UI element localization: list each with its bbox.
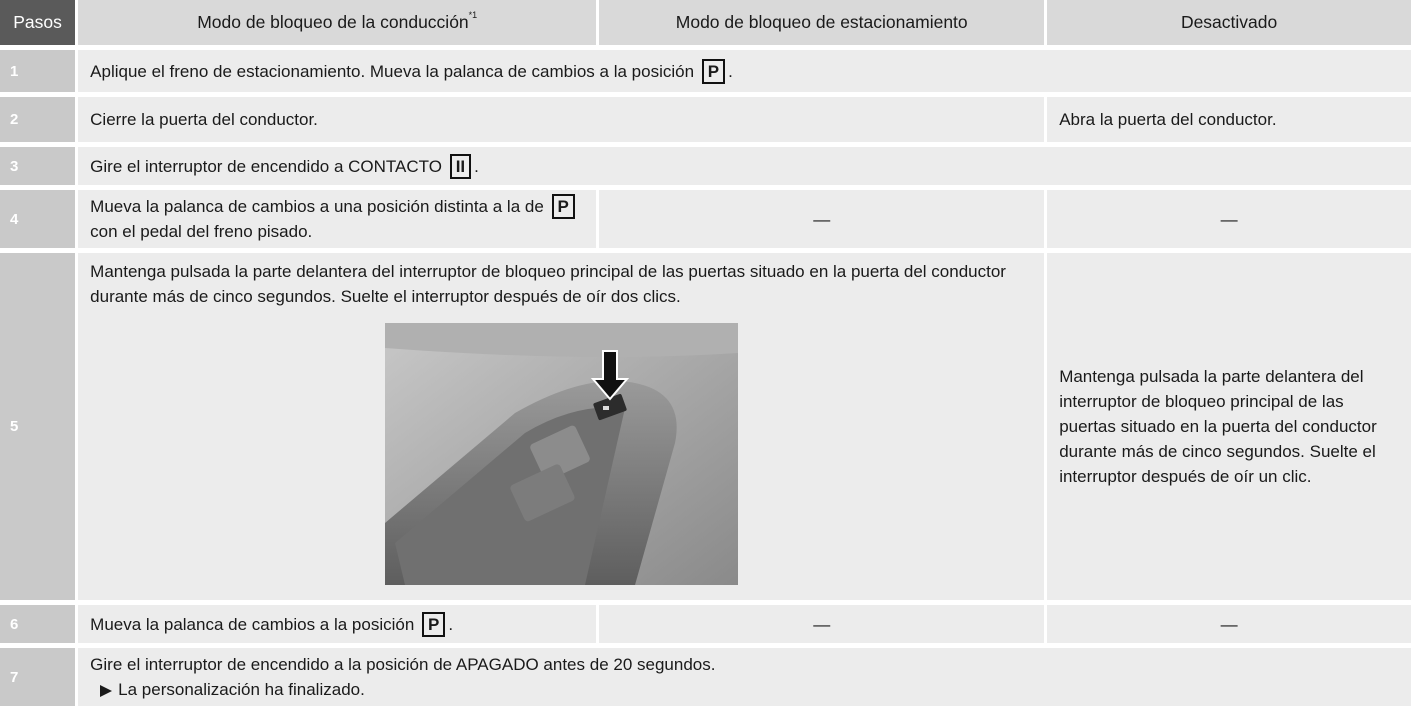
text: Mueva la palanca de cambios a una posici… bbox=[90, 197, 544, 216]
cell: Cierre la puerta del conductor. bbox=[78, 97, 1045, 142]
text: Aplique el freno de estacionamiento. Mue… bbox=[90, 61, 695, 81]
cell: Mantenga pulsada la parte delantera del … bbox=[1047, 253, 1411, 600]
symbol: P bbox=[422, 611, 446, 637]
row: 1 Aplique el freno de estacionamiento. M… bbox=[0, 50, 1411, 92]
cell: Mueva la palanca de cambios a la posició… bbox=[78, 605, 597, 643]
text: Gire el interruptor de encendido a la po… bbox=[90, 655, 716, 674]
cell: Aplique el freno de estacionamiento. Mue… bbox=[78, 50, 1411, 92]
row: 2 Cierre la puerta del conductor. Abra l… bbox=[0, 97, 1411, 142]
row: 7 Gire el interruptor de encendido a la … bbox=[0, 648, 1411, 706]
text: Gire el interruptor de encendido a CONTA… bbox=[90, 156, 442, 176]
row: 3 Gire el interruptor de encendido a CON… bbox=[0, 147, 1411, 185]
text: . bbox=[728, 61, 733, 81]
step-number: 7 bbox=[0, 648, 76, 706]
cell: — bbox=[599, 605, 1045, 643]
text: . bbox=[474, 156, 479, 176]
text: con el pedal del freno pisado. bbox=[90, 222, 313, 241]
text: Mueva la palanca de cambios a la posició… bbox=[90, 614, 415, 634]
row: 5 Mantenga pulsada la parte delantera de… bbox=[0, 253, 1411, 600]
cell: — bbox=[1047, 190, 1411, 248]
symbol: II bbox=[449, 153, 472, 179]
header-row: Pasos Modo de bloqueo de la conducción*1… bbox=[0, 0, 1411, 45]
result-arrow bbox=[100, 684, 113, 697]
text: Mantenga pulsada la parte delantera del … bbox=[90, 262, 1006, 306]
row: 6 Mueva la palanca de cambios a la posic… bbox=[0, 605, 1411, 643]
door-switch-photo bbox=[384, 323, 738, 585]
header-cell: Modo de bloqueo de estacionamiento bbox=[599, 0, 1045, 45]
row: 4 Mueva la palanca de cambios a una posi… bbox=[0, 190, 1411, 248]
step-number: 2 bbox=[0, 97, 76, 142]
cell: Gire el interruptor de encendido a la po… bbox=[78, 648, 1411, 706]
symbol: P bbox=[551, 194, 575, 219]
result-line: La personalización ha finalizado. bbox=[90, 677, 1399, 702]
step-number: 4 bbox=[0, 190, 76, 248]
step-number: 3 bbox=[0, 147, 76, 185]
cell: Mantenga pulsada la parte delantera del … bbox=[78, 253, 1045, 600]
cell: Abra la puerta del conductor. bbox=[1047, 97, 1411, 142]
cell: Gire el interruptor de encendido a CONTA… bbox=[78, 147, 1411, 185]
symbol: P bbox=[701, 58, 726, 84]
text: . bbox=[448, 614, 454, 634]
footnote-mark: *1 bbox=[468, 10, 478, 20]
cell: — bbox=[599, 190, 1045, 248]
header-text: Modo de bloqueo de la conducción bbox=[197, 12, 469, 32]
step-number: 5 bbox=[0, 253, 76, 600]
header-cell: Modo de bloqueo de la conducción*1 bbox=[78, 0, 597, 45]
header-cell: Pasos bbox=[0, 0, 76, 45]
cell: Mueva la palanca de cambios a una posici… bbox=[78, 190, 597, 248]
step-number: 1 bbox=[0, 50, 76, 92]
result-text: La personalización ha finalizado. bbox=[118, 680, 365, 699]
cell: — bbox=[1047, 605, 1411, 643]
step-number: 6 bbox=[0, 605, 76, 643]
header-cell: Desactivado bbox=[1047, 0, 1411, 45]
